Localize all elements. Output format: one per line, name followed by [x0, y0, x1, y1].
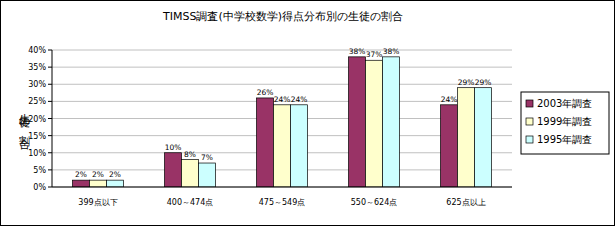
bar — [366, 60, 383, 187]
category-label: 625点以上 — [446, 198, 485, 207]
x-axis — [52, 187, 512, 188]
bar — [349, 57, 366, 187]
data-label: 24% — [291, 95, 308, 104]
data-label: 29% — [458, 78, 475, 87]
bar — [107, 180, 124, 187]
bar — [182, 160, 199, 187]
legend-label: 1999年調査 — [537, 116, 592, 127]
bar — [90, 180, 107, 187]
tick-mark — [48, 67, 52, 68]
grid-line — [52, 67, 512, 68]
tick-mark — [48, 135, 52, 136]
chart-frame — [1, 1, 615, 226]
data-label: 38% — [383, 47, 400, 56]
data-label: 26% — [257, 88, 274, 97]
category-label: 399点以下 — [78, 198, 117, 207]
data-labels: 2%2%2%10%8%7%26%24%24%38%37%38%24%29%29% — [75, 47, 491, 179]
bar — [475, 88, 492, 187]
bar — [165, 153, 182, 187]
chart: TIMSS調査(中学校数学)得点分布別の生徒の割合 0% 5% 10% 15% 20% 25… — [0, 0, 615, 226]
tick-mark — [48, 50, 52, 51]
legend-label: 2003年調査 — [537, 98, 592, 109]
data-label: 24% — [441, 95, 458, 104]
data-label: 38% — [349, 47, 366, 56]
data-label: 24% — [274, 95, 291, 104]
category-label: 400～474点 — [167, 198, 214, 207]
y-axis-label: 生徒の割合 — [18, 104, 31, 150]
grid-line — [52, 187, 512, 188]
data-label: 8% — [184, 150, 196, 159]
tick-label: 10% — [28, 149, 46, 158]
title: TIMSS調査(中学校数学)得点分布別の生徒の割合 — [162, 10, 403, 23]
tick-label: 20% — [28, 115, 46, 124]
bar — [441, 105, 458, 187]
bars — [73, 57, 492, 187]
tick-mark — [48, 152, 52, 153]
tick-label: 5% — [33, 166, 46, 175]
data-label: 2% — [75, 170, 87, 179]
legend-swatch — [526, 100, 533, 107]
data-label: 10% — [165, 143, 182, 152]
tick-label: 25% — [28, 97, 46, 106]
tick-mark — [48, 187, 52, 188]
tick-label: 30% — [28, 80, 46, 89]
legend-swatch — [526, 136, 533, 143]
bar — [274, 105, 291, 187]
grid-line — [52, 50, 512, 51]
data-label: 7% — [201, 153, 213, 162]
category-label: 550～624点 — [351, 198, 398, 207]
tick-label: 0% — [33, 183, 46, 192]
tick-label: 40% — [28, 46, 46, 55]
bar — [291, 105, 308, 187]
category-label: 475～549点 — [259, 198, 306, 207]
tick-mark — [48, 169, 52, 170]
bar — [458, 88, 475, 187]
bar — [257, 98, 274, 187]
tick-label: 35% — [28, 63, 46, 72]
data-label: 2% — [109, 170, 121, 179]
bar — [383, 57, 400, 187]
plot-area — [52, 50, 512, 187]
data-label: 2% — [92, 170, 104, 179]
tick-label: 15% — [28, 132, 46, 141]
legend-label: 1995年調査 — [537, 134, 592, 145]
bar — [73, 180, 90, 187]
legend-swatch — [526, 118, 533, 125]
bar — [199, 163, 216, 187]
data-label: 37% — [366, 50, 383, 59]
grid-line — [52, 84, 512, 85]
tick-mark — [48, 118, 52, 119]
y-axis — [52, 50, 53, 187]
data-label: 29% — [475, 78, 492, 87]
tick-mark — [48, 101, 52, 102]
tick-mark — [48, 84, 52, 85]
legend-box — [521, 92, 609, 154]
